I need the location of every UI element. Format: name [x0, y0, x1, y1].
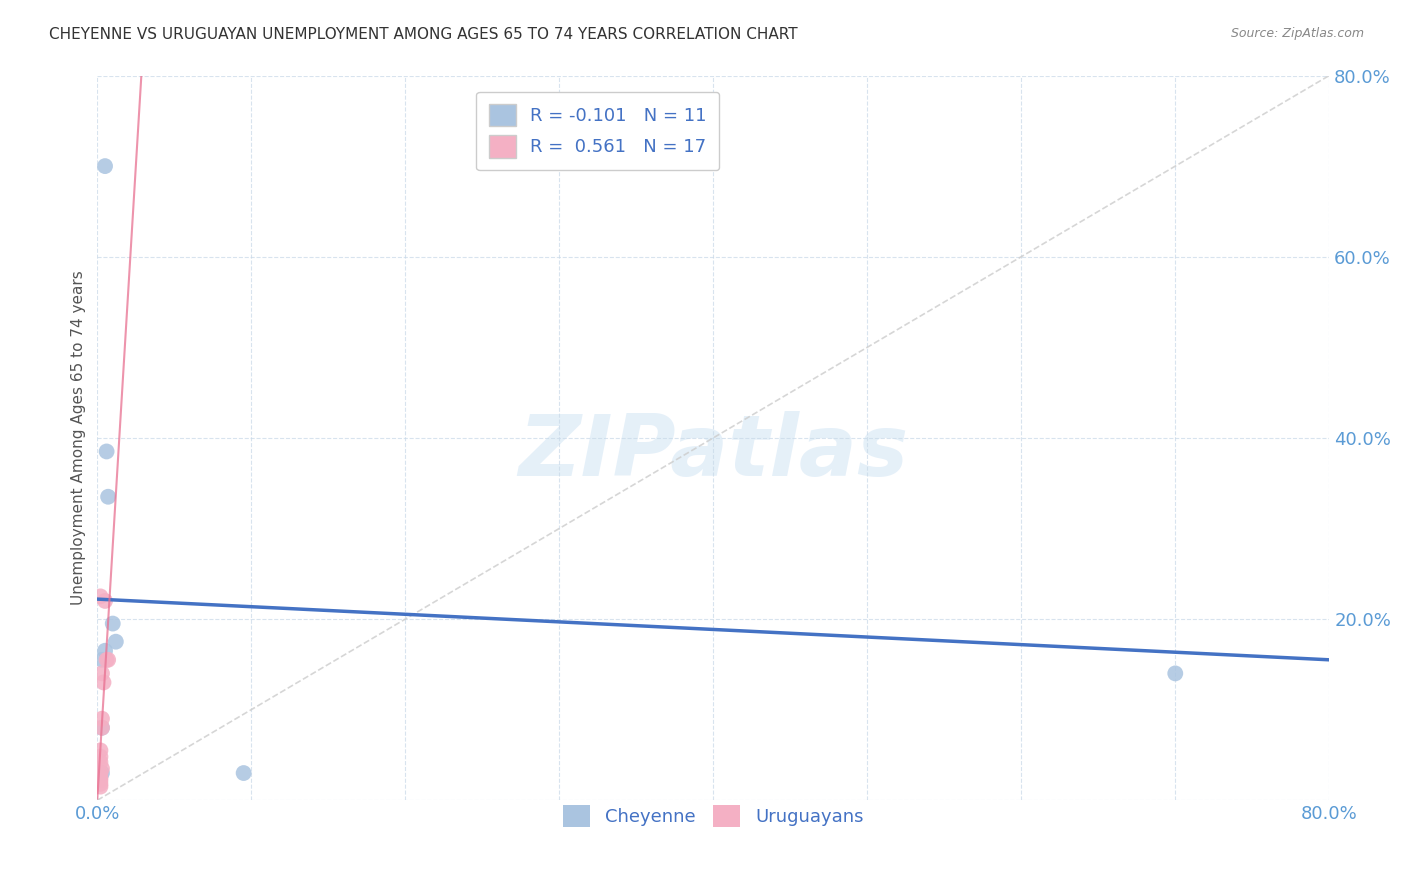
Point — [101, 616, 124, 631]
Point — [96, 653, 118, 667]
Point — [104, 634, 127, 648]
Point — [96, 444, 118, 458]
Point — [89, 590, 111, 604]
Text: CHEYENNE VS URUGUAYAN UNEMPLOYMENT AMONG AGES 65 TO 74 YEARS CORRELATION CHART: CHEYENNE VS URUGUAYAN UNEMPLOYMENT AMONG… — [49, 27, 797, 42]
Point — [89, 755, 111, 769]
Point — [97, 653, 120, 667]
Point — [91, 712, 114, 726]
Point — [94, 594, 117, 608]
Text: ZIPatlas: ZIPatlas — [519, 411, 908, 494]
Point — [91, 721, 114, 735]
Point — [89, 777, 111, 791]
Point — [91, 653, 114, 667]
Point — [91, 762, 114, 776]
Point — [232, 766, 254, 780]
Point — [89, 780, 111, 794]
Point — [94, 159, 117, 173]
Text: Source: ZipAtlas.com: Source: ZipAtlas.com — [1230, 27, 1364, 40]
Legend: Cheyenne, Uruguayans: Cheyenne, Uruguayans — [555, 798, 870, 835]
Point — [1164, 666, 1187, 681]
Point — [91, 666, 114, 681]
Point — [97, 490, 120, 504]
Point — [89, 766, 111, 780]
Point — [89, 743, 111, 757]
Point — [89, 749, 111, 764]
Point — [91, 721, 114, 735]
Point — [89, 771, 111, 785]
Point — [94, 644, 117, 658]
Y-axis label: Unemployment Among Ages 65 to 74 years: Unemployment Among Ages 65 to 74 years — [72, 270, 86, 606]
Point — [91, 766, 114, 780]
Point — [89, 773, 111, 788]
Point — [93, 675, 115, 690]
